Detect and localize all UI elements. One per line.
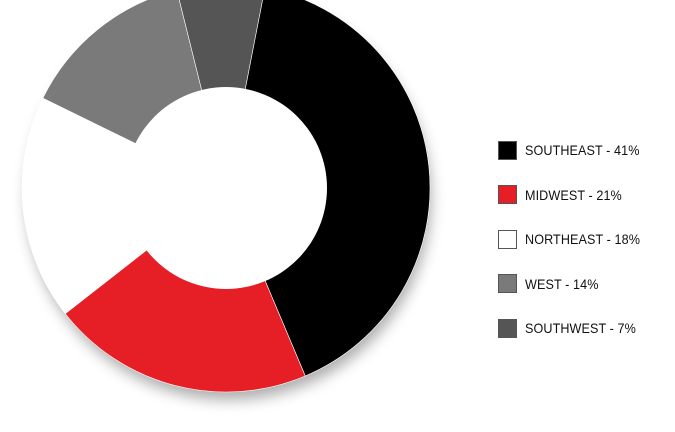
- legend-swatch-west: [498, 274, 517, 293]
- legend-item-west: WEST - 14%: [498, 273, 653, 295]
- legend-label-southeast: SOUTHEAST - 41%: [525, 142, 640, 158]
- donut-slice-southeast: [225, 0, 431, 377]
- legend-label-midwest: MIDWEST - 21%: [525, 186, 622, 203]
- legend-item-midwest: MIDWEST - 21%: [498, 184, 653, 206]
- legend-label-southwest: SOUTHWEST - 7%: [525, 320, 636, 336]
- legend-label-northeast: NORTHEAST - 18%: [525, 231, 641, 247]
- chart-legend: SOUTHEAST - 41% MIDWEST - 21% NORTHEAST …: [498, 139, 653, 362]
- legend-swatch-southeast: [498, 140, 517, 160]
- legend-swatch-midwest: [498, 185, 517, 204]
- legend-item-southeast: SOUTHEAST - 41%: [498, 139, 653, 161]
- legend-swatch-southwest: [498, 318, 517, 338]
- legend-item-northeast: NORTHEAST - 18%: [498, 228, 653, 250]
- legend-swatch-northeast: [498, 229, 517, 249]
- donut-slice-northeast: [21, 97, 227, 315]
- legend-label-west: WEST - 14%: [525, 275, 599, 292]
- legend-item-southwest: SOUTHWEST - 7%: [498, 317, 653, 339]
- donut-hole: [125, 87, 327, 289]
